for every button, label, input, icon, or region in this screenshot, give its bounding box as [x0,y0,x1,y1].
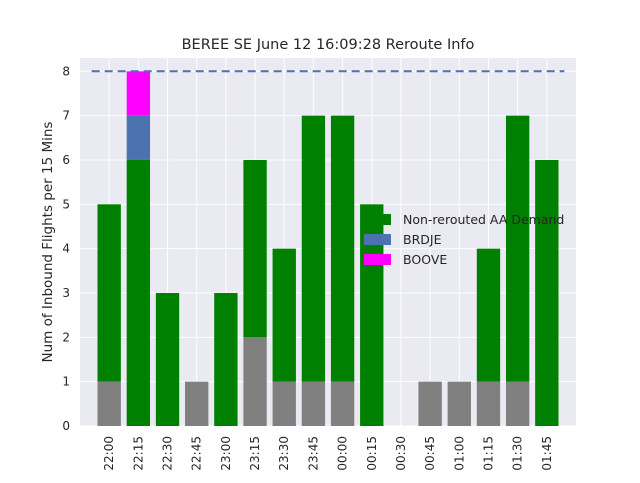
bar-segment [476,248,501,382]
bar-segment [185,381,209,426]
bar-segment [272,248,296,382]
bar-segment [126,71,151,116]
x-tick-label: 22:15 [131,436,145,471]
bar-segment [214,292,238,426]
x-tick-label: 23:00 [219,436,233,471]
bars-layer [97,71,559,427]
bar-segment [535,159,559,427]
x-tick-label: 00:15 [365,436,379,471]
bar-segment [272,381,296,426]
x-tick-label: 00:45 [423,436,437,471]
bar-segment [97,204,121,382]
x-tick-label: 23:15 [248,436,262,471]
legend-label: BOOVE [403,252,447,267]
bar-segment [97,381,121,426]
y-tick-label: 4 [62,242,70,256]
x-tick-label: 01:00 [452,436,466,471]
chart-title: BEREE SE June 12 16:09:28 Reroute Info [182,37,475,53]
x-tick-label: 22:45 [190,436,204,471]
legend-label: BRDJE [403,232,442,247]
y-tick-label: 1 [62,375,70,389]
legend-swatch [364,254,391,265]
bar-segment [155,292,180,426]
y-tick-label: 3 [62,286,70,300]
y-tick-label: 0 [62,419,70,433]
x-tick-label: 00:30 [394,436,408,471]
legend-swatch [364,214,391,225]
y-tick-labels: 0 1 2 3 4 5 6 7 8 [62,64,70,433]
bar-segment [447,381,471,426]
x-tick-label: 01:30 [511,436,525,471]
y-axis-label: Num of Inbound Flights per 15 Mins [40,122,56,363]
bar-segment [301,115,326,382]
y-tick-label: 8 [62,64,70,78]
x-tick-label: 01:45 [540,436,554,471]
bar-segment [505,381,530,426]
legend-swatch [364,234,391,245]
y-tick-label: 6 [62,153,70,167]
bar-segment [476,381,501,426]
bar-segment [126,159,151,427]
legend: Non-rerouted AA Demand BRDJE BOOVE [364,212,564,267]
bar-segment [330,115,355,382]
bar-segment [505,115,530,382]
x-tick-label: 22:30 [161,436,175,471]
bar-segment [330,381,355,426]
x-tick-label: 00:00 [336,436,350,471]
x-tick-label: 23:45 [306,436,320,471]
y-tick-label: 5 [62,197,70,211]
bar-segment [301,381,326,426]
bar-segment [418,381,442,426]
x-tick-labels: 22:00 22:15 22:30 22:45 23:00 23:15 23:30 23:45… [102,436,554,471]
bar-segment [243,337,267,426]
bar-segment [243,159,267,338]
legend-label: Non-rerouted AA Demand [403,212,564,227]
y-tick-label: 7 [62,109,70,123]
x-tick-label: 01:15 [481,436,495,471]
x-tick-label: 22:00 [102,436,116,471]
plot-background [80,58,576,426]
bar-segment [126,115,151,160]
y-tick-label: 2 [62,330,70,344]
x-tick-label: 23:30 [277,436,291,471]
